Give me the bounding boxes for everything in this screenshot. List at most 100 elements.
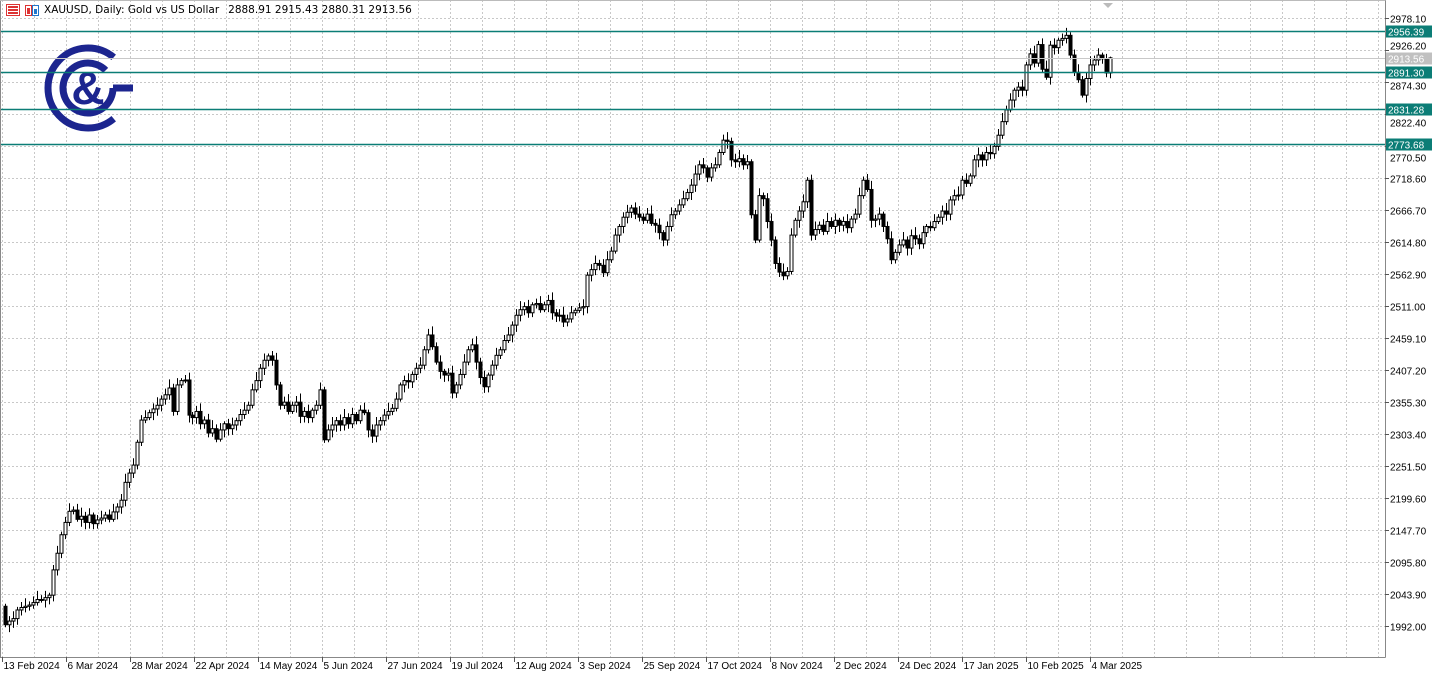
price-tick-label: 2822.40: [1390, 119, 1427, 130]
candle: [254, 371, 259, 393]
candle: [749, 159, 754, 219]
current-price-label: 2913.56: [1388, 55, 1425, 66]
candle: [1036, 40, 1041, 67]
date-tick-label: 6 Mar 2024: [68, 661, 119, 672]
candle-body-bull: [131, 464, 136, 474]
candle-body-bear: [1040, 44, 1045, 70]
candle-body-bear: [809, 179, 814, 236]
candle: [522, 302, 527, 316]
candle-body-bear: [889, 238, 894, 261]
candle-body-bull: [849, 218, 854, 229]
logo-outer-c: [44, 44, 116, 132]
candle: [901, 232, 906, 248]
date-tick-label: 2 Dec 2024: [836, 661, 888, 672]
horizontal-levels[interactable]: [0, 30, 1385, 146]
candle: [506, 326, 511, 343]
candle-body-bull: [470, 344, 475, 351]
candle: [242, 402, 247, 419]
price-axis[interactable]: 2978.10 2926.20 2874.30 2822.40 2770.50 2718.…: [1385, 15, 1432, 634]
candle-body-bear: [346, 417, 351, 425]
candle: [210, 420, 215, 437]
candle: [717, 149, 722, 168]
candle: [83, 511, 88, 530]
candle-body-bear: [206, 419, 211, 434]
candle: [194, 405, 199, 424]
candle-body-bull: [909, 235, 914, 249]
candle-body-bull: [677, 204, 682, 212]
candle-body-bull: [262, 359, 267, 369]
candle: [1108, 56, 1113, 79]
candle: [482, 370, 487, 393]
candle: [765, 193, 770, 229]
chart-template-icon[interactable]: [25, 4, 39, 16]
candle: [1068, 32, 1073, 60]
candle: [785, 267, 790, 280]
candle: [314, 400, 319, 415]
candle-body-bull: [290, 404, 295, 412]
candle-body-bull: [486, 374, 491, 388]
candle: [486, 372, 491, 393]
price-tick-label: 2147.70: [1390, 527, 1427, 538]
chart-shift-marker-icon[interactable]: [1103, 3, 1113, 8]
candle-body-bear: [944, 210, 949, 215]
candle-body-bull: [234, 420, 239, 426]
candle-body-bear: [107, 514, 112, 520]
candles: [3, 27, 1113, 633]
candle-body-bull: [179, 380, 184, 386]
candle-body-bull: [669, 214, 674, 227]
candle-body-bear: [171, 387, 176, 412]
candle: [881, 211, 886, 233]
candle: [833, 213, 838, 234]
candle: [446, 368, 451, 382]
candle-body-bull: [378, 420, 383, 426]
level-price-label-bg: [1386, 103, 1432, 116]
candle-body-bull: [737, 158, 742, 163]
candle-body-bull: [534, 303, 539, 306]
candle: [526, 299, 531, 318]
candle: [358, 405, 363, 424]
candle-body-bull: [617, 225, 622, 236]
candle: [956, 186, 961, 201]
candle: [238, 408, 243, 426]
candle: [99, 510, 104, 525]
candle: [342, 408, 347, 431]
candle-body-bear: [1104, 58, 1109, 74]
candle-body-bull: [542, 304, 547, 311]
candle-body-bull: [793, 219, 798, 236]
candle: [853, 208, 858, 224]
candle-body-bull: [250, 389, 255, 406]
time-axis[interactable]: 13 Feb 2024 6 Mar 2024 28 Mar 2024 22 Apr 2…: [2, 657, 1143, 672]
candle-body-bear: [478, 361, 483, 379]
candle-body-bull: [374, 424, 379, 437]
candle: [422, 346, 427, 370]
candle: [857, 187, 862, 218]
current-price-label-bg: [1386, 52, 1432, 65]
date-tick-label: 3 Sep 2024: [580, 661, 632, 672]
candle: [95, 515, 100, 529]
candle: [773, 236, 778, 270]
candle: [673, 207, 678, 220]
candle-body-bull: [745, 161, 750, 166]
candle: [478, 357, 483, 385]
candle: [462, 354, 467, 379]
level-price-label: 2891.30: [1388, 69, 1425, 80]
chart-list-icon[interactable]: [6, 4, 20, 16]
candle-body-bull: [605, 259, 610, 274]
candle-body-bull: [546, 299, 551, 306]
candle-body-bull: [194, 410, 199, 419]
candle-body-bull: [47, 594, 52, 599]
candle-body-bear: [278, 384, 283, 406]
candle: [661, 230, 666, 247]
candle: [414, 362, 419, 380]
candle: [234, 417, 239, 431]
candle-body-bull: [402, 380, 407, 386]
candle-body-bull: [721, 139, 726, 153]
candle: [190, 412, 195, 425]
candle: [438, 355, 443, 379]
price-tick-label: 2303.40: [1390, 431, 1427, 442]
candle: [1088, 56, 1093, 86]
candle: [147, 409, 152, 421]
candle-body-bull: [1060, 37, 1065, 41]
candle-body-bull: [183, 379, 188, 382]
